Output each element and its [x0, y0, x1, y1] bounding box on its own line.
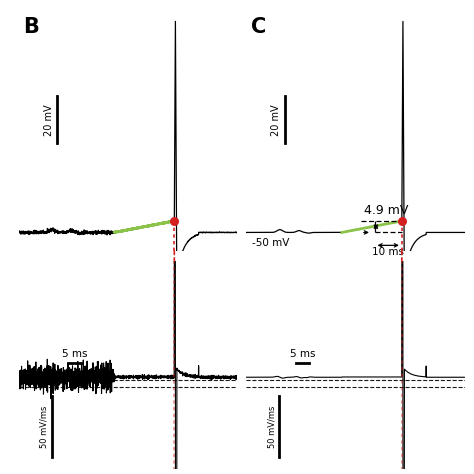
Text: 5 ms: 5 ms: [62, 349, 88, 359]
Text: 4.9 mV: 4.9 mV: [364, 204, 408, 218]
Text: 10 ms: 10 ms: [372, 247, 404, 257]
Text: 20 mV: 20 mV: [44, 104, 54, 136]
Text: 20 mV: 20 mV: [272, 104, 282, 136]
Text: -50 mV: -50 mV: [252, 238, 289, 248]
Text: C: C: [251, 17, 266, 36]
Text: 5 ms: 5 ms: [290, 349, 315, 359]
Text: 50 mV/ms: 50 mV/ms: [267, 405, 276, 447]
Text: B: B: [23, 17, 39, 36]
Text: 50 mV/ms: 50 mV/ms: [40, 405, 49, 447]
